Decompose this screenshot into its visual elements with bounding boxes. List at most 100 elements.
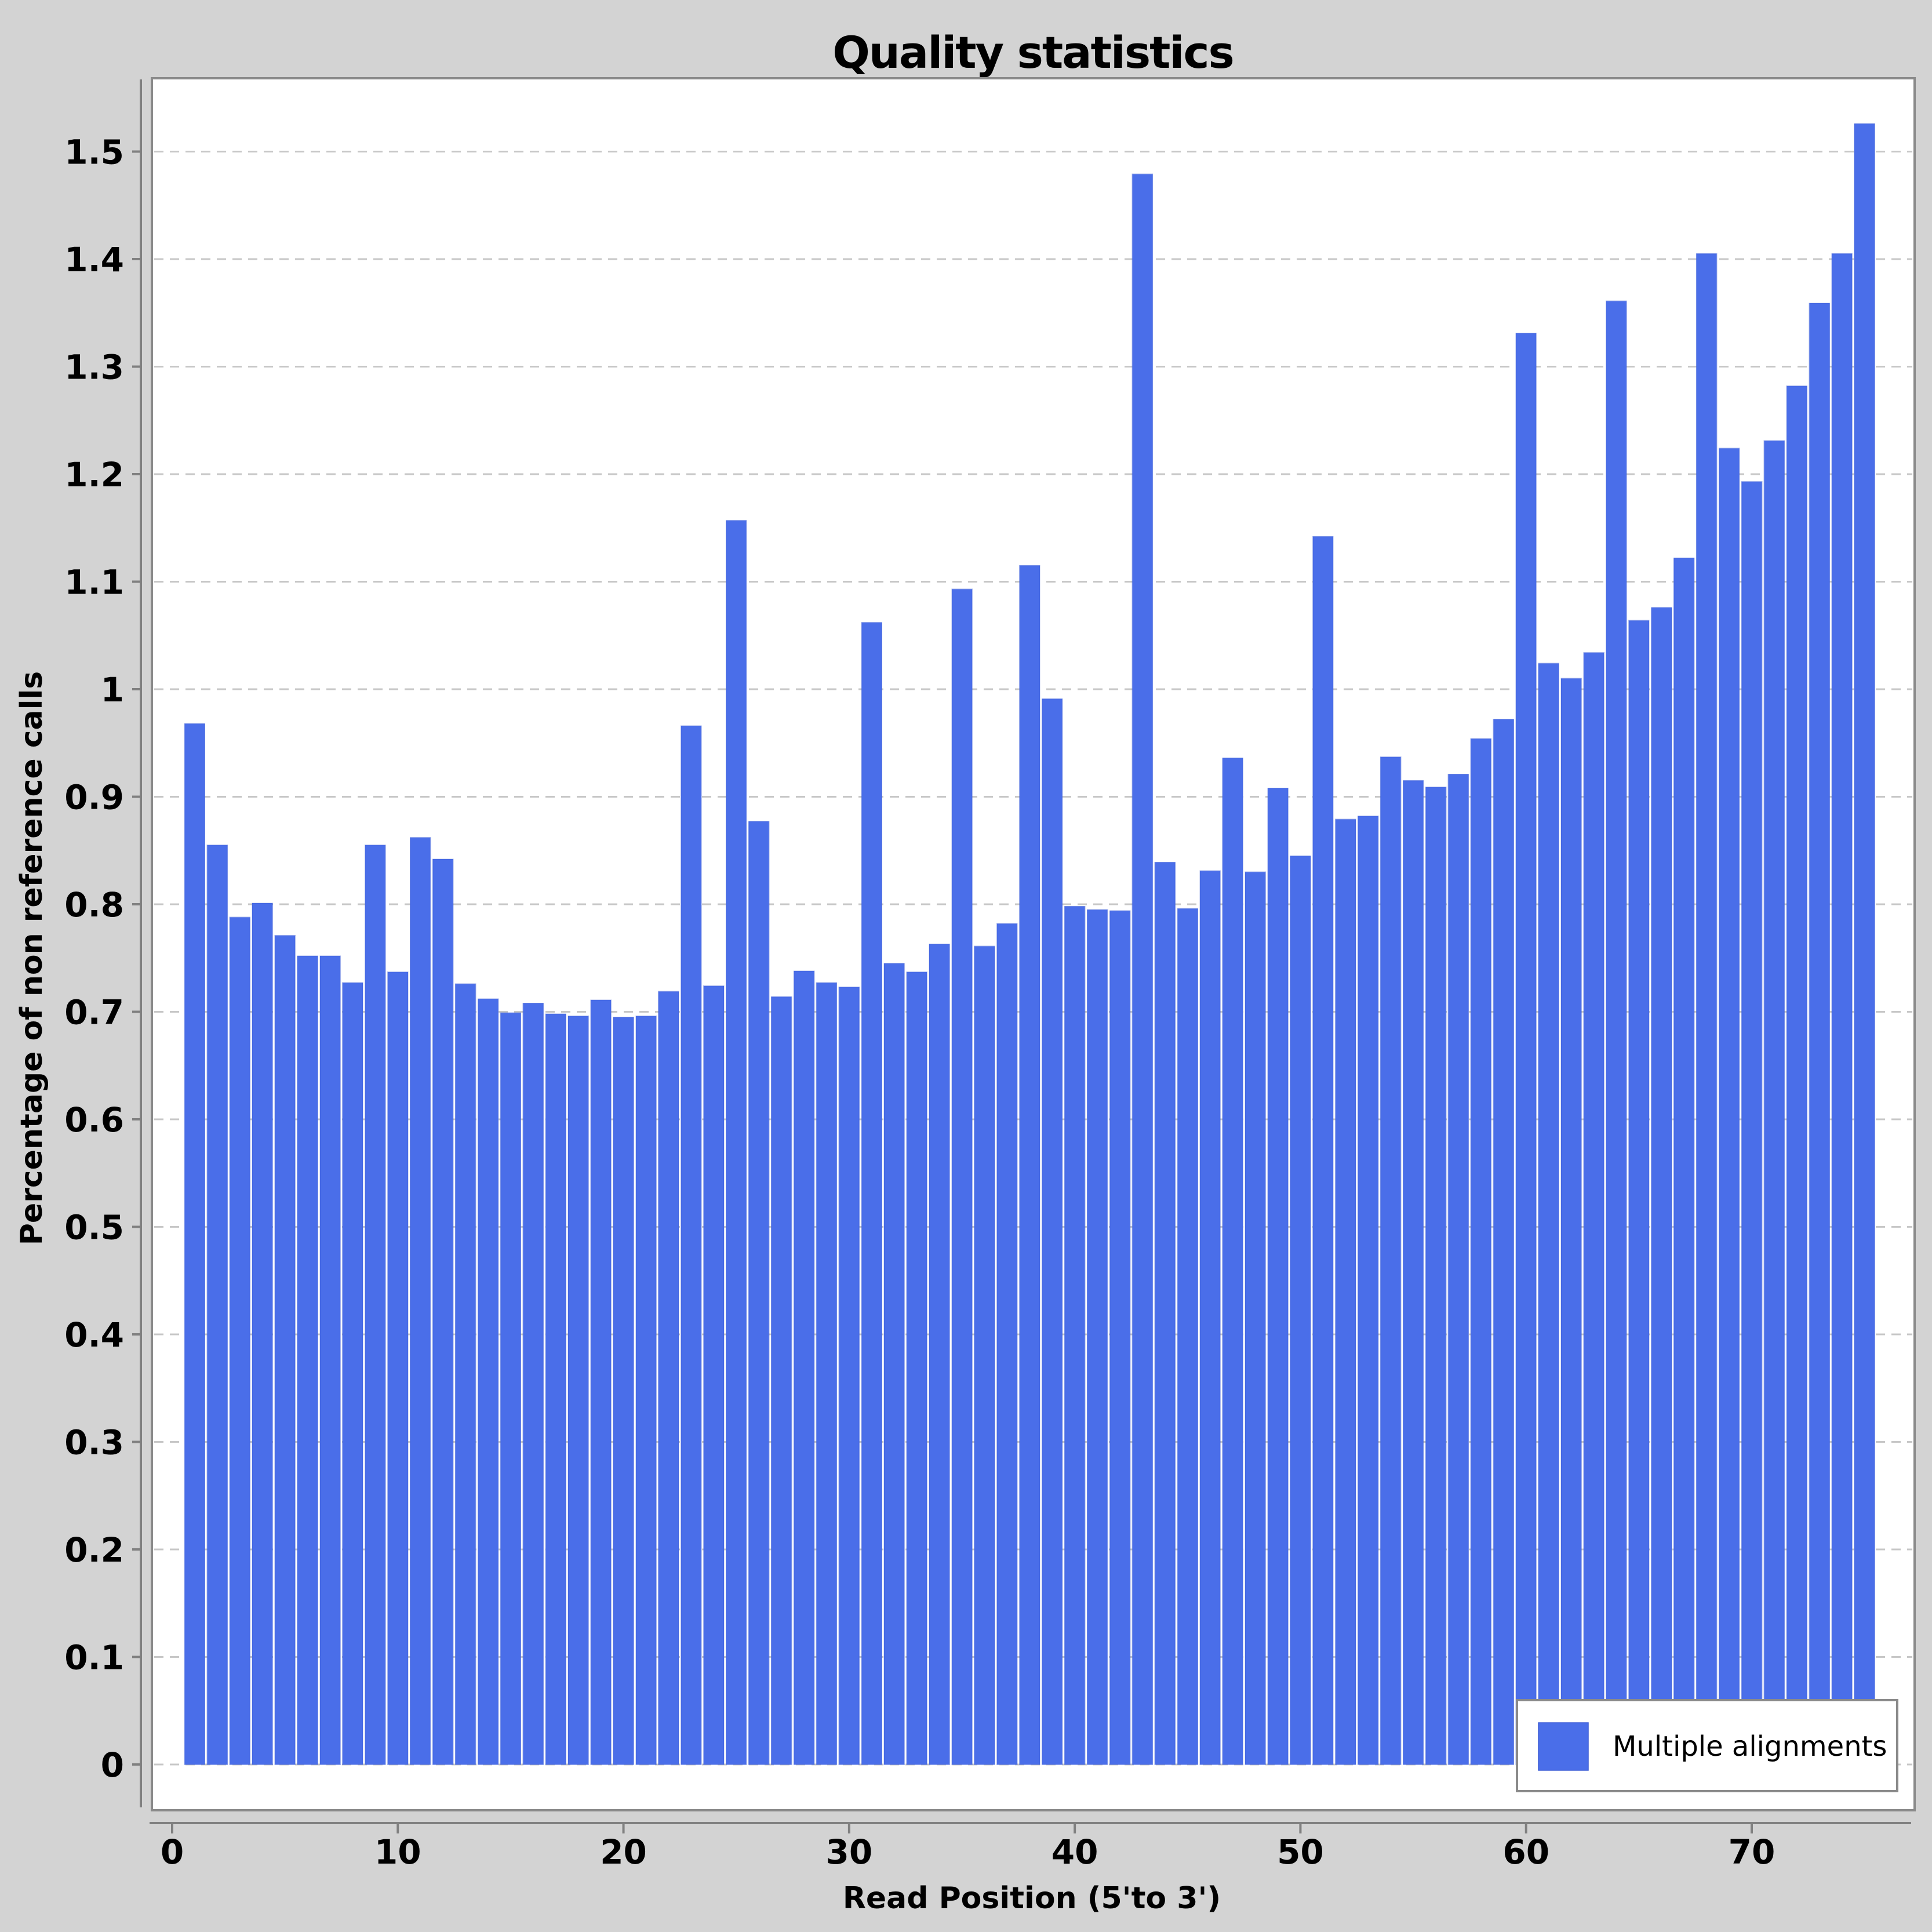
bar-read-position-53 (1357, 816, 1379, 1765)
bar-read-position-12 (432, 858, 454, 1765)
y-tick-label-0.2: 0.2 (64, 1530, 124, 1570)
bar-read-position-70 (1741, 481, 1763, 1765)
bar-read-position-25 (725, 520, 747, 1765)
bar-read-position-15 (500, 1012, 522, 1765)
bar-read-position-52 (1335, 818, 1356, 1765)
bar-read-position-72 (1786, 385, 1808, 1765)
y-tick-label-1.5: 1.5 (64, 133, 124, 172)
bar-read-position-59 (1493, 719, 1515, 1765)
bar-read-position-26 (748, 821, 770, 1765)
bar-read-position-61 (1538, 663, 1559, 1765)
y-tick-label-1.3: 1.3 (64, 348, 124, 387)
chart-title: Quality statistics (832, 27, 1234, 78)
bar-read-position-5 (274, 935, 296, 1765)
bar-read-position-35 (951, 588, 973, 1765)
y-tick-label-1.1: 1.1 (64, 563, 124, 602)
bar-read-position-49 (1267, 787, 1289, 1765)
y-tick-label-1.2: 1.2 (64, 455, 124, 494)
y-tick-label-0.3: 0.3 (64, 1423, 124, 1462)
x-tick-label-20: 20 (600, 1832, 647, 1872)
y-axis-ticks (132, 150, 141, 1766)
bar-read-position-71 (1763, 440, 1785, 1765)
x-axis-tick-labels: 0 10 20 30 40 50 60 70 (161, 1832, 1775, 1872)
bar-read-position-64 (1606, 300, 1627, 1765)
bar-read-position-65 (1628, 620, 1650, 1765)
bar-read-position-47 (1222, 757, 1243, 1765)
bar-read-position-62 (1560, 678, 1582, 1765)
bar-read-position-41 (1086, 909, 1108, 1765)
x-tick-label-70: 70 (1729, 1832, 1775, 1872)
bar-read-position-27 (770, 996, 792, 1765)
bar-read-position-50 (1290, 855, 1311, 1765)
bar-read-position-6 (297, 955, 318, 1765)
bar-read-position-32 (883, 963, 905, 1765)
bar-read-position-7 (319, 955, 341, 1765)
bar-read-position-44 (1154, 861, 1176, 1765)
bar-read-position-8 (342, 982, 363, 1765)
bar-read-position-2 (206, 845, 228, 1765)
bar-read-position-38 (1019, 565, 1040, 1765)
y-tick-label-1.4: 1.4 (64, 240, 124, 279)
bar-read-position-22 (658, 991, 679, 1765)
y-axis-label: Percentage of non reference calls (14, 671, 49, 1245)
x-axis-ticks (171, 1823, 1753, 1833)
y-axis-tick-labels: 0 0.1 0.2 0.3 0.4 0.5 0.6 0.7 0.8 0.9 1 1.1 1.2 1.3 1.… (64, 133, 124, 1785)
y-tick-label-0: 0 (101, 1745, 124, 1785)
x-tick-label-0: 0 (161, 1832, 184, 1872)
y-tick-label-0.5: 0.5 (64, 1208, 124, 1247)
bar-read-position-40 (1064, 905, 1086, 1765)
legend-swatch-icon (1538, 1722, 1589, 1771)
bar-read-position-29 (816, 982, 838, 1765)
bar-read-position-46 (1199, 870, 1221, 1765)
y-tick-label-0.4: 0.4 (64, 1315, 124, 1355)
bar-read-position-28 (793, 970, 815, 1765)
bar-read-position-14 (477, 998, 499, 1765)
y-tick-label-0.1: 0.1 (64, 1638, 124, 1678)
legend: Multiple alignments (1516, 1699, 1898, 1792)
plot-frame (151, 77, 1916, 1811)
bar-read-position-73 (1809, 303, 1831, 1765)
bar-read-position-30 (838, 987, 860, 1765)
x-tick-label-10: 10 (374, 1832, 421, 1872)
bar-read-position-74 (1831, 253, 1853, 1765)
bar-read-position-63 (1583, 652, 1604, 1765)
bar-read-position-45 (1177, 908, 1199, 1765)
bar-read-position-37 (996, 923, 1018, 1765)
bar-read-position-36 (974, 945, 995, 1765)
y-tick-label-1: 1 (101, 670, 124, 710)
bar-read-position-48 (1245, 871, 1266, 1765)
bar-read-position-18 (567, 1016, 589, 1765)
bar-read-position-67 (1673, 557, 1695, 1765)
x-tick-label-40: 40 (1051, 1832, 1098, 1872)
bar-read-position-66 (1651, 607, 1672, 1765)
bar-read-position-33 (906, 972, 927, 1765)
bar-read-position-51 (1312, 536, 1334, 1765)
x-tick-label-30: 30 (825, 1832, 872, 1872)
x-tick-label-50: 50 (1277, 1832, 1324, 1872)
bar-read-position-24 (703, 985, 725, 1765)
bar-read-position-56 (1425, 787, 1447, 1765)
bar-read-position-42 (1109, 910, 1131, 1765)
y-tick-label-0.8: 0.8 (64, 885, 124, 925)
legend-label: Multiple alignments (1613, 1730, 1887, 1763)
bar-read-position-9 (365, 845, 386, 1765)
bar-read-position-13 (454, 983, 476, 1765)
bar-read-position-68 (1695, 253, 1718, 1765)
bar-read-position-16 (522, 1002, 544, 1765)
x-tick-label-60: 60 (1502, 1832, 1549, 1872)
y-tick-label-0.7: 0.7 (64, 993, 124, 1032)
bar-read-position-19 (590, 999, 612, 1765)
bar-read-position-34 (929, 943, 950, 1765)
bar-read-position-11 (409, 837, 431, 1765)
bar-read-position-31 (861, 622, 883, 1765)
bar-read-position-1 (184, 723, 206, 1765)
y-tick-label-0.9: 0.9 (64, 778, 124, 817)
bar-read-position-75 (1854, 123, 1875, 1765)
bar-read-position-69 (1718, 447, 1740, 1765)
bar-read-position-54 (1380, 756, 1402, 1765)
bar-read-position-10 (387, 972, 409, 1765)
bar-read-position-17 (545, 1013, 567, 1765)
bar-read-position-43 (1131, 173, 1154, 1765)
bar-read-position-58 (1470, 738, 1492, 1765)
